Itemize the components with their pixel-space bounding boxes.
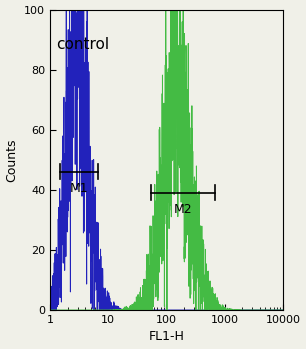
Y-axis label: Counts: Counts bbox=[6, 138, 19, 181]
Text: M2: M2 bbox=[174, 203, 193, 216]
Text: control: control bbox=[57, 37, 110, 52]
Text: M1: M1 bbox=[70, 182, 88, 195]
X-axis label: FL1-H: FL1-H bbox=[148, 331, 185, 343]
